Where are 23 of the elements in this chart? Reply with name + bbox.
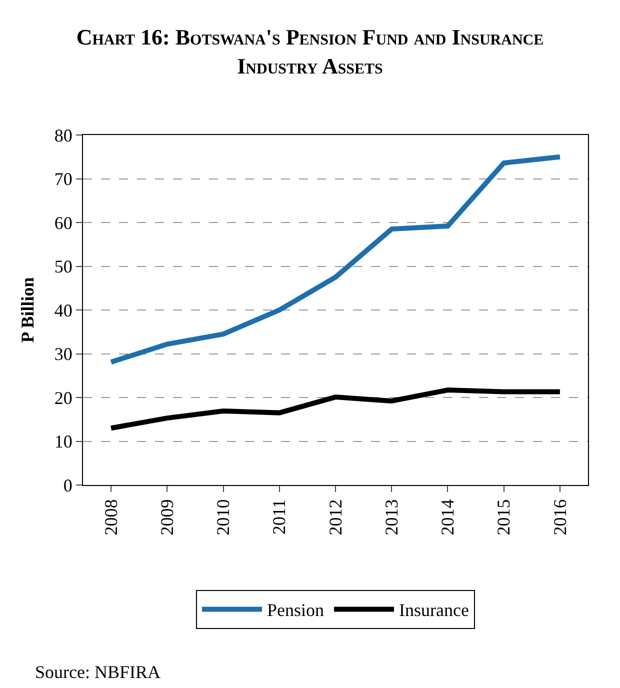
x-tick-label: 2014 — [438, 499, 458, 536]
x-tick-label: 2011 — [269, 499, 290, 535]
chart-title: Chart 16: Botswana's Pension Fund and Insurance Industry Assets — [76, 24, 544, 78]
legend-label: Pension — [267, 600, 324, 620]
x-tick-label: 2009 — [157, 499, 178, 536]
x-tick-label: 2008 — [100, 499, 121, 536]
y-tick-label: 50 — [54, 256, 72, 277]
source-note: Source: NBFIRA — [35, 662, 160, 682]
x-tick-label: 2013 — [381, 499, 402, 536]
y-axis-title: P Billion — [18, 277, 38, 343]
y-tick-label: 10 — [54, 432, 72, 452]
x-tick-label: 2015 — [494, 499, 514, 536]
x-tick-label: 2012 — [325, 499, 346, 536]
x-tick-label: 2010 — [213, 499, 234, 536]
x-tick-label: 2016 — [550, 499, 570, 536]
legend-label: Insurance — [399, 600, 469, 620]
y-tick-label: 60 — [54, 212, 72, 233]
y-tick-label: 40 — [54, 300, 72, 320]
y-tick-label: 80 — [54, 125, 72, 146]
y-tick-label: 0 — [63, 475, 72, 496]
y-tick-label: 20 — [54, 388, 72, 408]
y-tick-label: 70 — [54, 169, 72, 190]
y-tick-label: 30 — [54, 344, 72, 364]
